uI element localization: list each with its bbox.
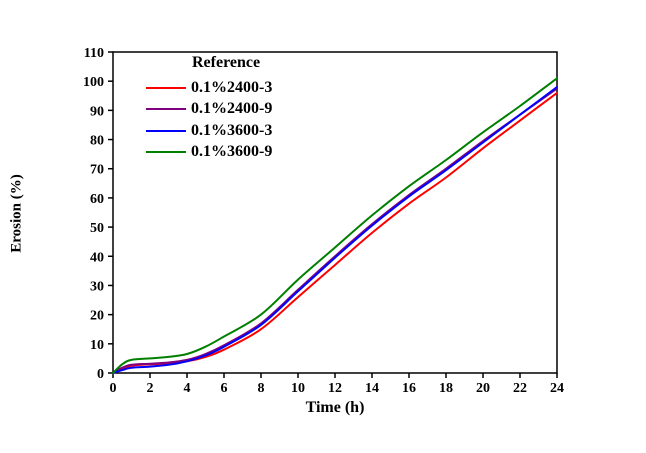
legend-item: 0.1%3600-3	[146, 120, 272, 142]
legend-item: 0.1%3600-9	[146, 142, 272, 164]
legend-title: Reference	[192, 54, 261, 71]
x-tick-label: 12	[328, 381, 342, 396]
y-tick-label: 110	[84, 46, 104, 61]
legend-line-swatch	[146, 108, 186, 111]
legend-label: 0.1%2400-9	[191, 100, 273, 118]
y-tick-label: 80	[90, 134, 104, 149]
series-line-0.1%3600-3	[112, 86, 558, 374]
y-tick-label: 30	[90, 279, 104, 294]
legend-label: 0.1%3600-3	[191, 121, 273, 139]
y-tick-label: 40	[90, 250, 104, 265]
series-line-0.1%2400-9	[112, 87, 558, 374]
legend-line-swatch	[146, 86, 186, 89]
x-tick-label: 22	[513, 381, 527, 396]
x-tick-label: 20	[476, 381, 490, 396]
legend-label: 0.1%3600-9	[191, 143, 273, 161]
y-tick-label: 50	[90, 221, 104, 236]
y-tick-label: 90	[90, 104, 104, 119]
x-tick-label: 14	[365, 381, 379, 396]
x-axis-label: Time (h)	[305, 399, 365, 416]
legend: Reference 0.1%2400-3 0.1%2400-9 0.1%3600-3…	[146, 54, 272, 163]
x-tick-label: 10	[291, 381, 305, 396]
legend-line-swatch	[146, 151, 186, 154]
x-tick-label: 24	[550, 381, 564, 396]
x-tick-label: 2	[147, 381, 154, 396]
legend-item: 0.1%2400-9	[146, 99, 272, 121]
x-tick-label: 4	[184, 381, 191, 396]
x-tick-label: 16	[402, 381, 416, 396]
legend-label: 0.1%2400-3	[191, 78, 273, 96]
y-tick-label: 100	[83, 75, 104, 90]
x-tick-label: 18	[439, 381, 453, 396]
x-tick-label: 0	[110, 381, 117, 396]
legend-line-swatch	[146, 129, 186, 132]
x-tick-label: 6	[221, 381, 228, 396]
y-tick-label: 70	[90, 163, 104, 178]
y-axis-label: Erosion (%)	[8, 174, 25, 253]
y-tick-label: 0	[97, 367, 104, 382]
y-tick-label: 10	[90, 338, 104, 353]
series-line-0.1%3600-9	[112, 77, 558, 374]
y-tick-label: 60	[90, 192, 104, 207]
x-tick-label: 8	[258, 381, 265, 396]
legend-item: 0.1%2400-3	[146, 77, 272, 99]
y-tick-label: 20	[90, 309, 104, 324]
